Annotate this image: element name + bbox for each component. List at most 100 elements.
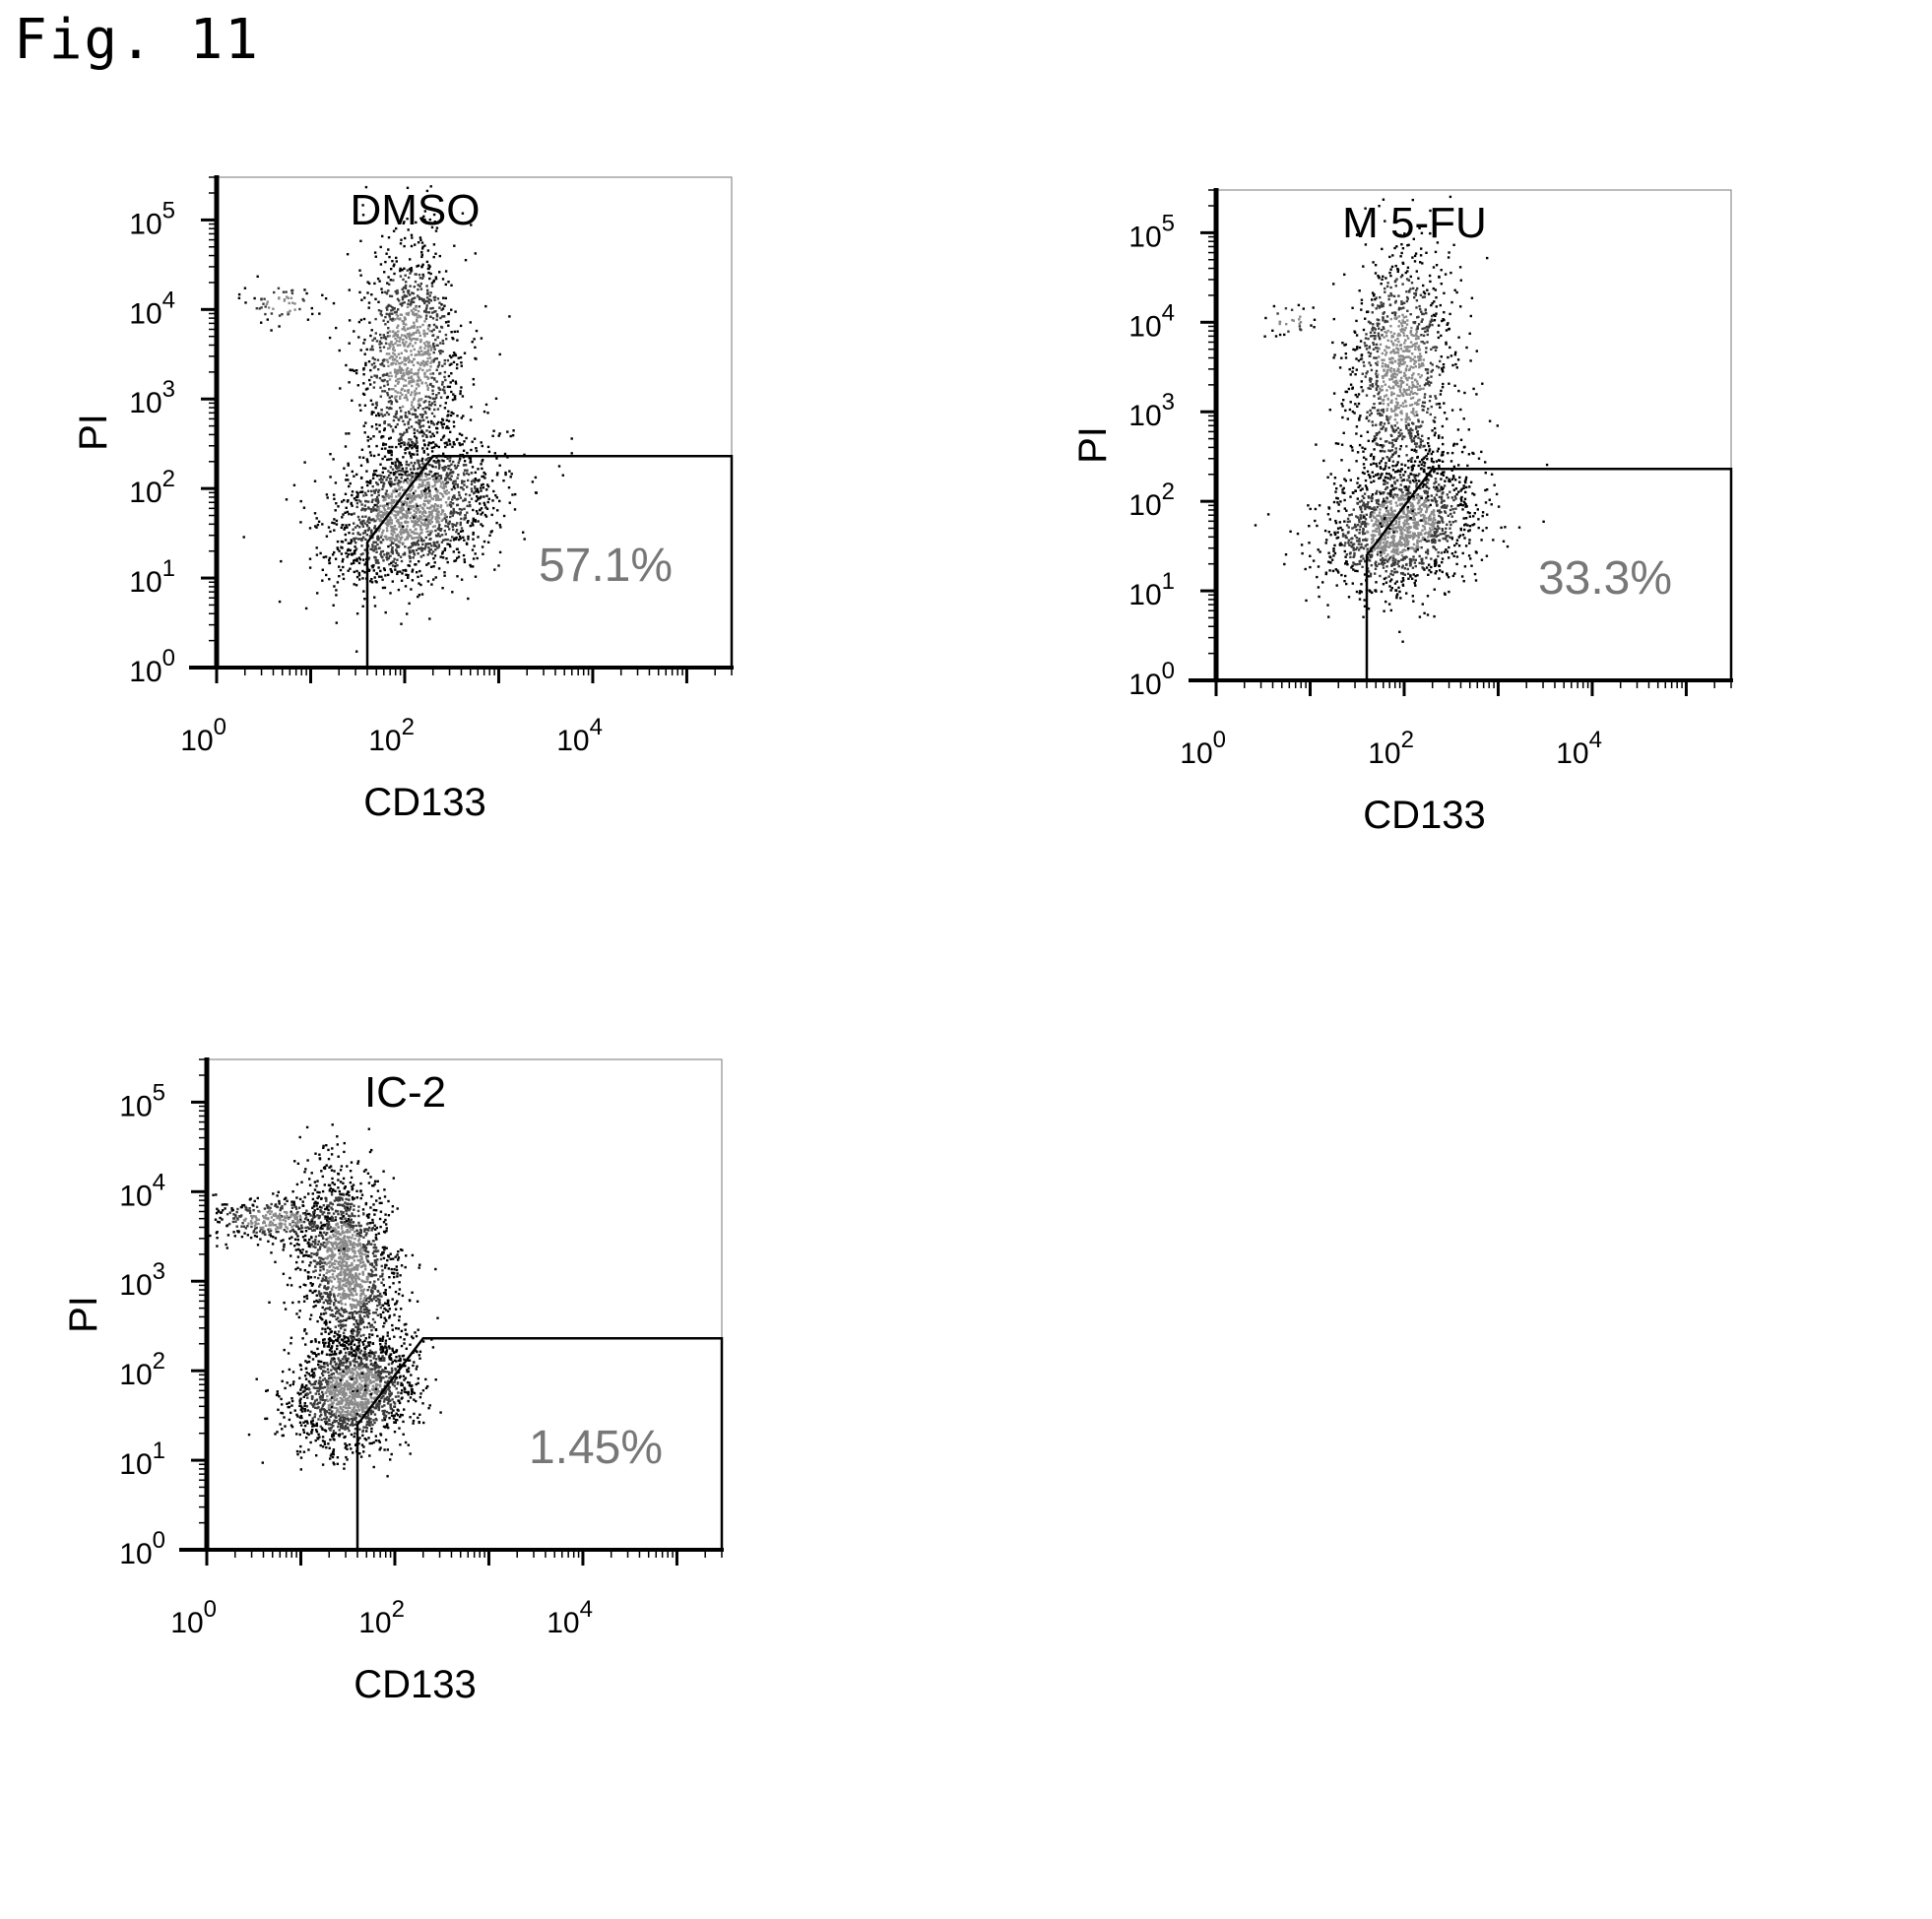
event-dot [404,545,407,548]
event-dot [344,511,347,514]
event-dot [416,416,419,418]
event-dot [1343,273,1346,276]
event-dot [414,435,417,438]
event-dot [441,466,444,470]
event-dot [449,456,452,460]
event-dot [1404,326,1407,330]
event-dot [1358,592,1361,595]
event-dot [1327,551,1330,554]
event-dot [1340,402,1343,406]
event-dot [432,360,435,363]
event-dot [1413,480,1416,483]
event-dot [1399,544,1403,547]
event-dot [411,542,414,545]
event-dot [438,465,441,468]
event-dot [1328,569,1331,572]
event-dot [1365,539,1368,543]
event-dot [436,495,439,498]
event-dot [423,522,426,525]
event-dot [384,447,387,450]
event-dot [463,560,467,564]
event-dot [431,344,435,347]
event-dot [1502,540,1506,543]
event-dot [1443,592,1447,595]
event-dot [483,513,487,517]
event-dot [420,538,423,541]
event-dot [1358,416,1361,419]
event-dot [405,529,408,532]
event-dot [1462,517,1465,520]
event-dot [363,563,366,566]
event-dot [438,535,441,538]
event-dot [405,494,409,497]
event-dot [1486,488,1489,491]
event-dot [1469,314,1472,318]
event-dot [328,558,331,562]
event-dot [387,493,390,496]
event-dot [375,481,378,484]
event-dot [381,578,384,581]
event-dot [509,476,512,479]
event-dot [490,480,494,482]
event-dot [1362,450,1365,453]
event-dot [1399,550,1402,554]
event-dot [382,346,386,349]
event-dot [1414,343,1417,346]
event-dot [419,288,423,290]
event-dot [1359,505,1362,509]
event-dot [1395,493,1399,497]
event-dot [351,399,354,402]
event-dot [415,416,418,418]
event-dot [344,492,348,495]
event-dot [1430,303,1433,307]
event-dot [356,384,359,387]
event-dot [466,504,469,508]
event-dot [421,323,424,327]
event-dot [1333,531,1336,534]
event-dot [374,407,377,410]
event-dot [402,529,406,533]
event-dot [342,557,345,561]
event-dot [433,474,437,477]
event-dot [417,407,420,410]
event-dot [387,327,390,330]
event-dot [360,508,363,512]
event-dot [429,404,433,407]
event-dot [472,519,475,523]
event-dot [441,426,444,429]
event-dot [372,454,376,458]
event-dot [433,415,436,418]
event-dot [378,527,382,530]
event-dot [1439,533,1442,536]
event-dot [398,442,401,446]
event-dot [432,328,435,332]
event-dot [411,401,414,404]
event-dot [379,552,382,555]
event-dot [470,497,474,500]
event-dot [1289,530,1292,533]
event-dot [1400,580,1403,583]
event-dot [1329,555,1332,559]
event-dot [409,529,412,532]
event-dot [1416,539,1419,543]
event-dot [422,401,425,404]
event-dot [1441,519,1444,522]
event-dot [477,496,480,500]
event-dot [1353,554,1356,557]
event-dot [427,549,430,553]
event-dot [1386,416,1390,419]
event-dot [441,495,445,498]
event-dot [376,515,379,518]
event-dot [418,485,420,488]
event-dot [410,444,414,447]
event-dot [1407,494,1410,497]
event-dot [1545,463,1549,467]
event-dot [415,439,419,442]
event-dot [410,425,414,428]
event-dot [1398,371,1401,374]
event-dot [405,521,408,524]
event-dot [350,552,353,555]
event-dot [1433,531,1436,534]
event-dot [1316,575,1319,579]
